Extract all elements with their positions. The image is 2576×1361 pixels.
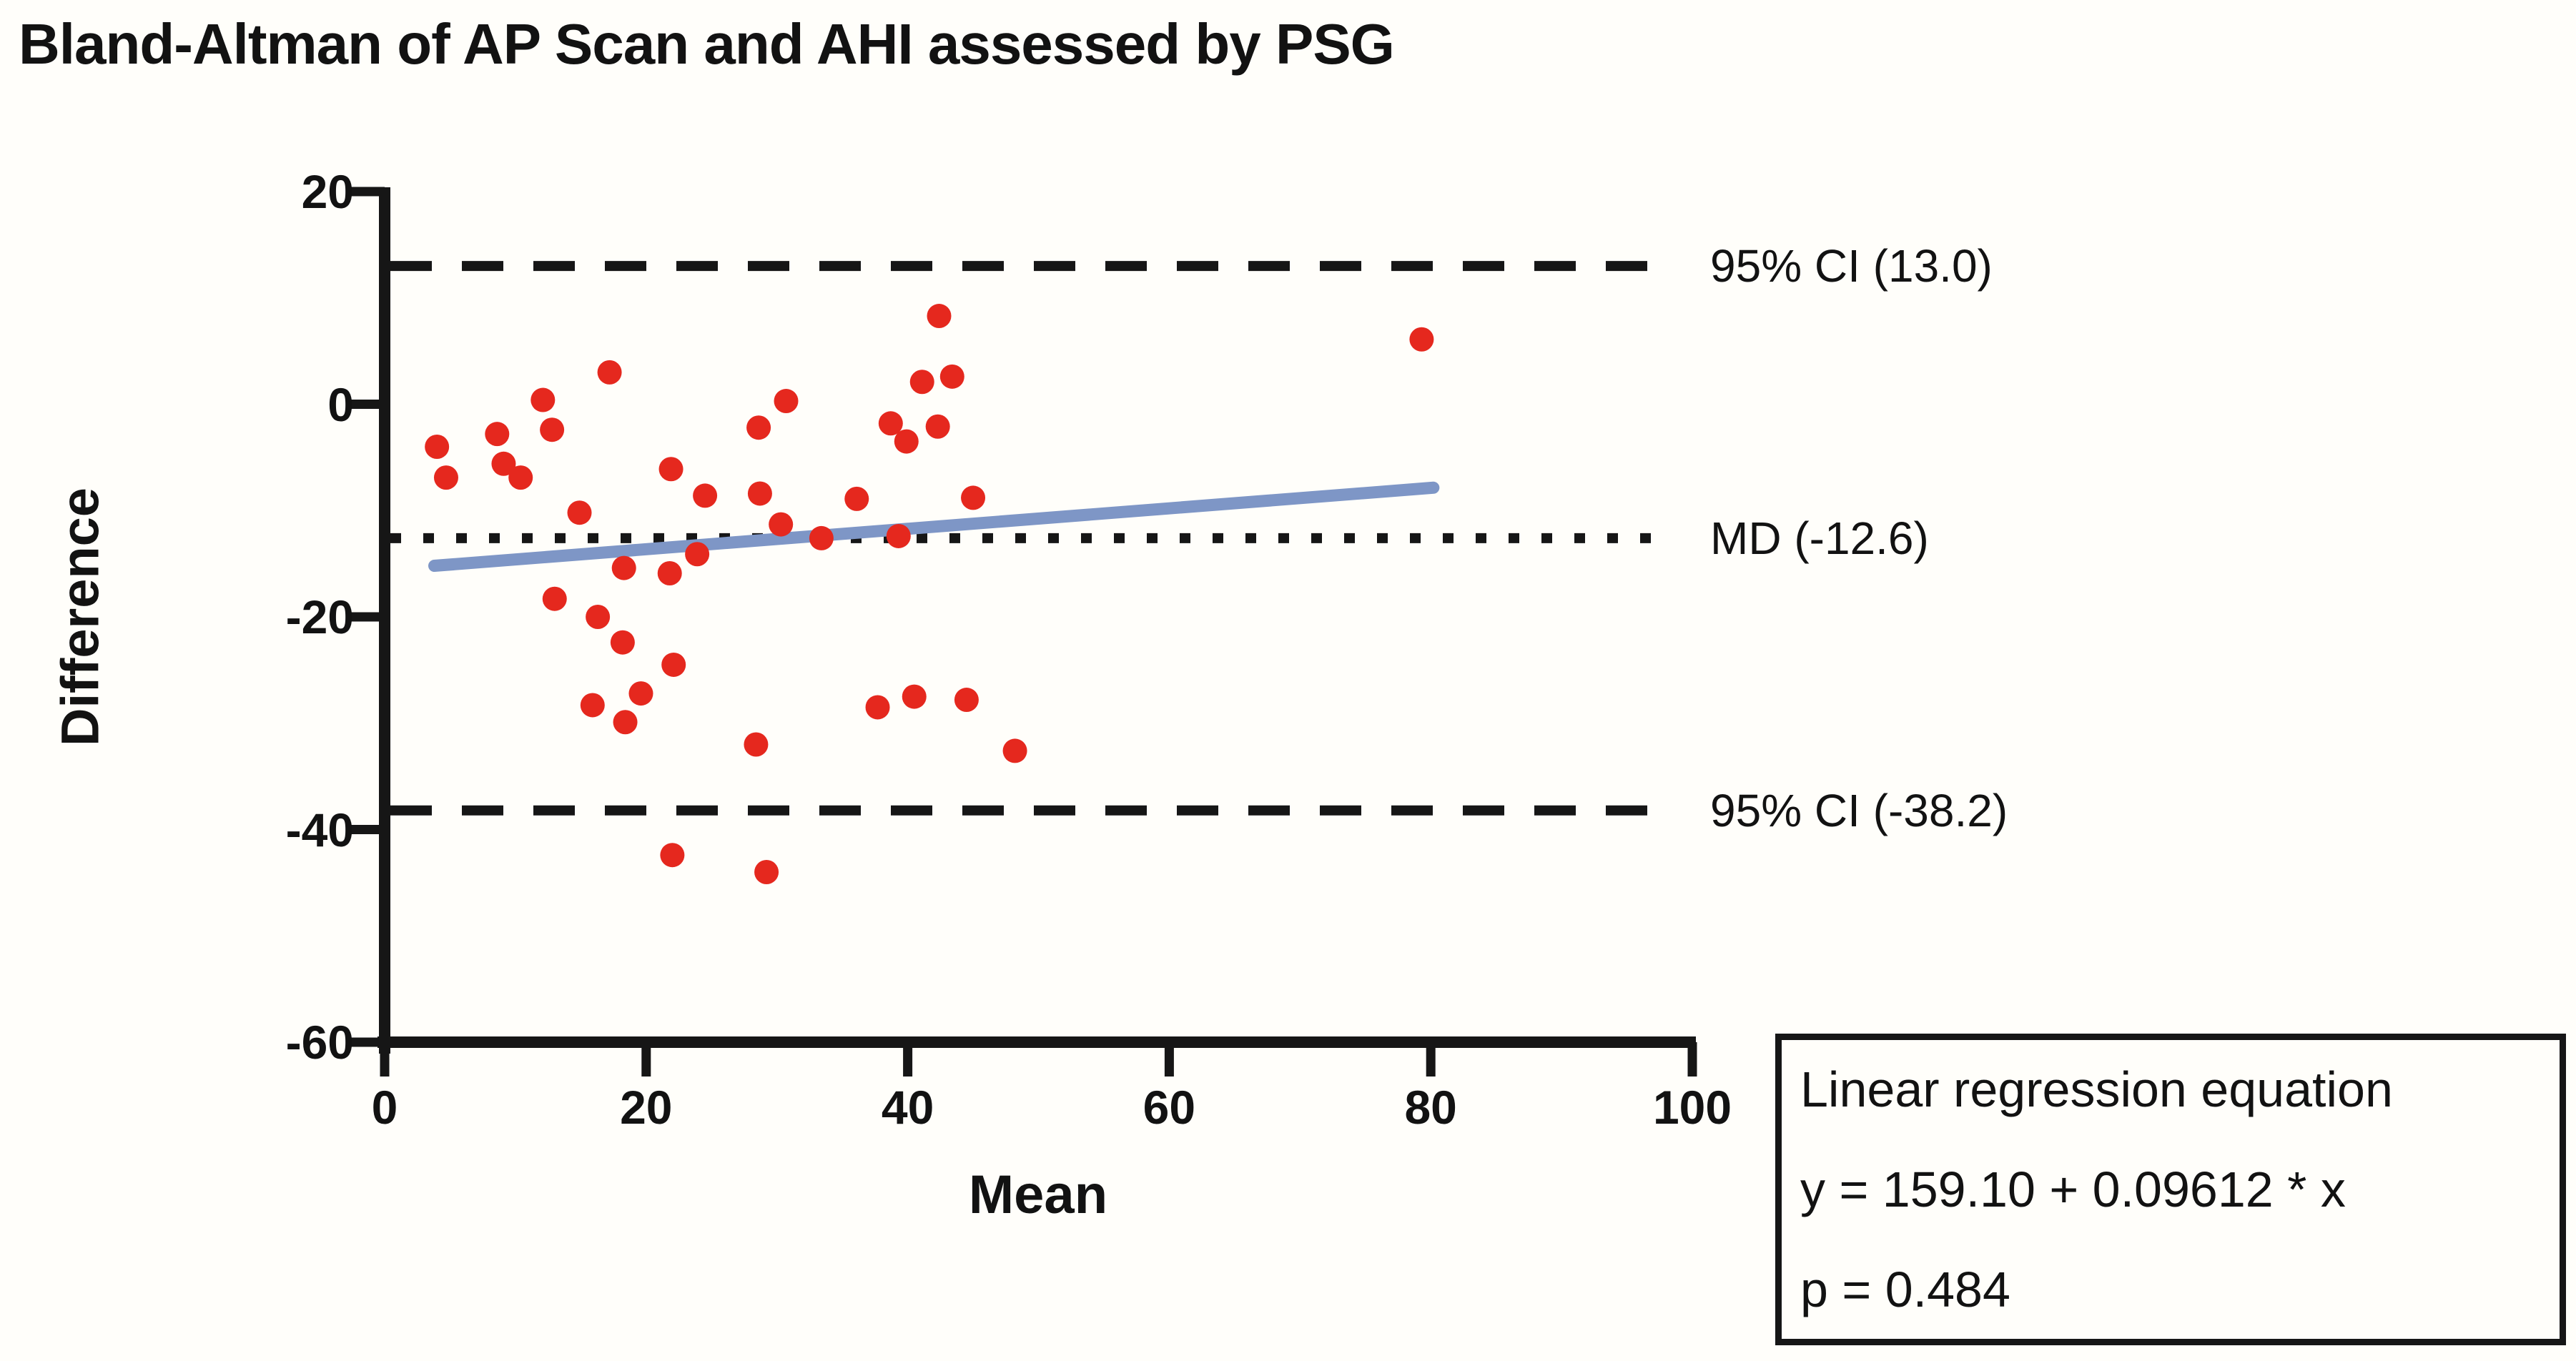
x-tick-label: 0 bbox=[371, 1081, 398, 1134]
data-point bbox=[658, 457, 684, 482]
ref-line-label: 95% CI (-38.2) bbox=[1710, 784, 2008, 836]
y-tick-label: -20 bbox=[285, 590, 354, 643]
x-tick-label: 80 bbox=[1404, 1081, 1457, 1134]
y-tick-label: 0 bbox=[327, 377, 354, 431]
data-point bbox=[433, 465, 458, 490]
y-tick-label: -60 bbox=[285, 1016, 354, 1069]
y-tick-label: -40 bbox=[285, 803, 354, 856]
regression-line bbox=[428, 481, 1440, 573]
data-point bbox=[769, 512, 794, 537]
data-point bbox=[693, 483, 718, 508]
data-point bbox=[746, 415, 771, 440]
data-point bbox=[661, 652, 686, 677]
x-tick-label: 60 bbox=[1143, 1081, 1196, 1134]
data-point bbox=[508, 465, 533, 490]
data-point bbox=[491, 451, 516, 476]
data-point bbox=[1002, 738, 1027, 763]
data-point bbox=[542, 586, 567, 611]
data-point bbox=[894, 429, 919, 454]
data-point bbox=[485, 422, 510, 447]
regression-legend-box: Linear regression equation y = 159.10 + … bbox=[1775, 1034, 2566, 1345]
data-point bbox=[611, 555, 636, 580]
data-point bbox=[865, 695, 890, 720]
ref-line-label: MD (-12.6) bbox=[1710, 512, 1929, 564]
data-point bbox=[613, 710, 638, 735]
data-point bbox=[961, 485, 986, 510]
legend-pvalue: p = 0.484 bbox=[1800, 1262, 2010, 1317]
data-point bbox=[809, 525, 834, 550]
x-tick-label: 100 bbox=[1652, 1081, 1732, 1134]
y-tick-label: 20 bbox=[301, 165, 354, 218]
data-point bbox=[628, 681, 653, 706]
x-axis-label: Mean bbox=[968, 1164, 1108, 1225]
data-point bbox=[927, 304, 952, 329]
legend-title: Linear regression equation bbox=[1800, 1061, 2393, 1117]
data-point bbox=[531, 387, 556, 412]
data-point bbox=[909, 370, 934, 395]
data-point bbox=[597, 360, 622, 385]
data-point bbox=[902, 684, 927, 709]
data-point bbox=[567, 500, 592, 525]
data-point bbox=[540, 417, 565, 442]
data-point bbox=[754, 860, 779, 884]
x-tick-label: 40 bbox=[881, 1081, 934, 1134]
data-point bbox=[660, 843, 685, 868]
data-point bbox=[844, 486, 869, 511]
data-point bbox=[774, 389, 799, 414]
data-point bbox=[1409, 327, 1434, 352]
data-point bbox=[925, 414, 950, 439]
data-point bbox=[580, 693, 605, 718]
chart-title: Bland-Altman of AP Scan and AHI assessed… bbox=[19, 12, 1395, 76]
data-point bbox=[685, 542, 710, 567]
data-point bbox=[586, 605, 611, 629]
data-point bbox=[425, 435, 450, 459]
data-point bbox=[939, 364, 964, 389]
data-point bbox=[878, 411, 903, 436]
data-point bbox=[747, 481, 772, 506]
data-point bbox=[744, 732, 769, 757]
x-tick-label: 20 bbox=[620, 1081, 673, 1134]
ref-line-label: 95% CI (13.0) bbox=[1710, 240, 1993, 292]
data-point bbox=[954, 688, 979, 713]
legend-equation: y = 159.10 + 0.09612 * x bbox=[1800, 1162, 2346, 1217]
data-point bbox=[657, 561, 682, 586]
data-point bbox=[610, 630, 635, 655]
data-point bbox=[886, 523, 911, 548]
